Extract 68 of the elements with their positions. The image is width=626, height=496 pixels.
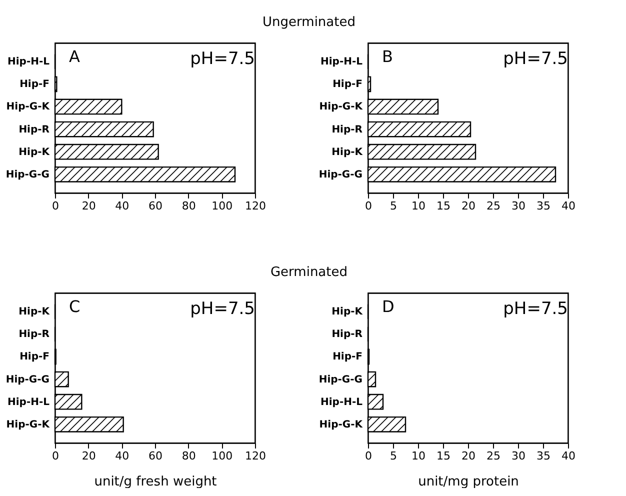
y-tick-label: Hip-R (332, 124, 363, 136)
x-tick-label: 0 (365, 200, 372, 212)
x-tick-label: 15 (436, 200, 450, 212)
x-tick-label: 20 (82, 450, 96, 462)
x-tick-label: 120 (245, 450, 266, 462)
y-tick-label: Hip-H-L (320, 396, 364, 408)
text: Germinated (270, 265, 348, 280)
annotation: pH=7.5 (190, 49, 255, 69)
y-tick-label: Hip-H-L (8, 56, 50, 68)
x-tick-label: 0 (52, 450, 59, 462)
y-tick-label: Hip-G-G (318, 374, 362, 386)
x-tick-label: 35 (536, 450, 550, 462)
y-tick-label: Hip-F (20, 79, 50, 90)
y-tick-label: Hip-F (20, 352, 50, 363)
x-tick-label: 40 (562, 200, 576, 212)
x-tick-label: 20 (462, 200, 476, 212)
y-tick-label: Hip-H-L (8, 396, 50, 408)
annotation: A (69, 47, 80, 66)
x-tick-label: 40 (115, 200, 130, 212)
y-tick-label: Hip-K (18, 306, 51, 318)
x-axis-title: unit/g fresh weight (94, 474, 217, 490)
x-tick-label: 100 (212, 450, 233, 462)
y-tick-label: Hip-G-G (6, 374, 50, 386)
x-tick-label: 0 (365, 450, 372, 462)
x-tick-label: 0 (52, 200, 59, 212)
y-tick-label: Hip-G-K (319, 419, 364, 430)
x-tick-label: 40 (562, 450, 576, 462)
x-tick-label: 20 (82, 200, 96, 212)
y-tick-label: Hip-G-K (6, 419, 51, 430)
annotation: pH=7.5 (503, 49, 568, 69)
y-tick-label: Hip-G-G (318, 169, 362, 180)
x-tick-label: 5 (390, 200, 397, 212)
y-tick-label: Hip-F (332, 79, 362, 90)
x-tick-label: 120 (245, 200, 266, 212)
y-tick-label: Hip-R (332, 329, 363, 340)
x-tick-label: 60 (148, 200, 162, 212)
annotation: pH=7.5 (503, 299, 568, 319)
x-tick-label: 15 (436, 450, 450, 462)
y-tick-label: Hip-K (18, 146, 51, 158)
y-tick-label: Hip-R (18, 124, 50, 136)
y-tick-label: Hip-F (332, 352, 362, 363)
x-axis-title: unit/mg protein (418, 474, 519, 490)
x-tick-label: 25 (486, 450, 500, 462)
x-tick-label: 25 (486, 200, 500, 212)
y-tick-label: Hip-K (332, 306, 364, 318)
x-tick-label: 10 (412, 450, 426, 462)
annotation: B (382, 47, 393, 66)
x-tick-label: 35 (536, 200, 550, 212)
annotation: pH=7.5 (190, 299, 255, 319)
x-tick-label: 30 (512, 450, 526, 462)
x-tick-label: 40 (115, 450, 130, 462)
x-tick-label: 80 (182, 200, 196, 212)
x-tick-label: 20 (462, 450, 476, 462)
y-tick-label: Hip-H-L (320, 56, 364, 68)
x-tick-label: 5 (390, 450, 397, 462)
x-tick-label: 80 (182, 450, 196, 462)
annotation: D (382, 297, 394, 316)
y-tick-label: Hip-G-K (319, 102, 364, 113)
text: Ungerminated (262, 15, 356, 30)
x-tick-label: 30 (512, 200, 526, 212)
y-tick-label: Hip-G-K (6, 102, 51, 113)
x-tick-label: 100 (212, 200, 233, 212)
x-tick-label: 60 (148, 450, 162, 462)
x-tick-label: 10 (412, 200, 426, 212)
y-tick-label: Hip-G-G (6, 169, 50, 180)
y-tick-label: Hip-K (332, 146, 364, 158)
y-tick-label: Hip-R (18, 329, 50, 340)
annotation: C (69, 297, 80, 316)
